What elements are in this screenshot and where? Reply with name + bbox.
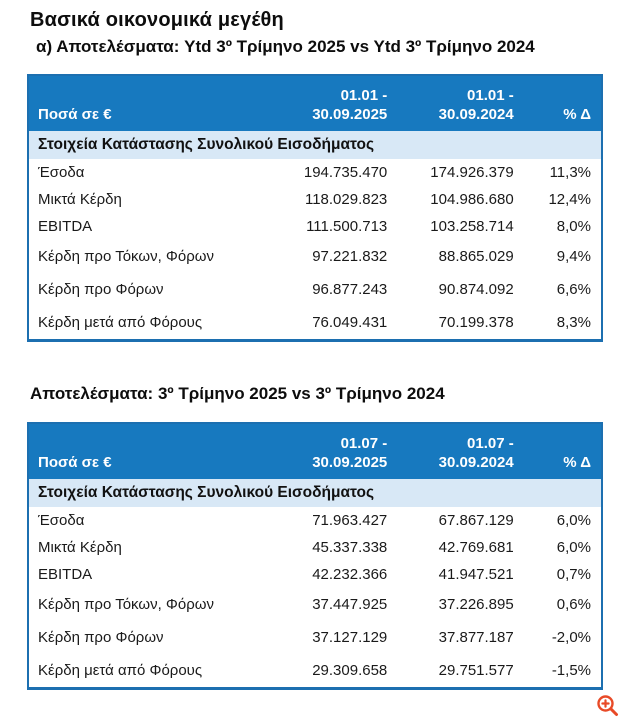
value-delta: -1,5% [523,654,602,689]
row-label: EBITDA [28,213,266,240]
period-2025-line1: 01.01 - [340,87,388,104]
value-2024: 37.877.187 [397,621,524,654]
value-2024: 88.865.029 [397,240,524,273]
page-title: Βασικά οικονομικά μεγέθη [30,9,284,31]
value-delta: -2,0% [523,621,602,654]
value-delta: 8,0% [523,213,602,240]
table-row: Μικτά Κέρδη 45.337.338 42.769.681 6,0% [28,534,602,561]
row-label: Έσοδα [28,507,266,534]
value-2025: 96.877.243 [265,273,398,306]
value-delta: 9,4% [523,240,602,273]
quarter-results-table: Ποσά σε € 01.07 - 30.09.2025 01.07 - 30.… [27,422,603,690]
value-2024: 103.258.714 [397,213,524,240]
table-row: Κέρδη μετά από Φόρους 76.049.431 70.199.… [28,306,602,341]
value-2025: 111.500.713 [265,213,398,240]
value-2025: 76.049.431 [265,306,398,341]
section-row: Στοιχεία Κατάστασης Συνολικού Εισοδήματο… [28,479,602,507]
value-delta: 6,6% [523,273,602,306]
section-row-label: Στοιχεία Κατάστασης Συνολικού Εισοδήματο… [28,479,602,507]
row-label: Μικτά Κέρδη [28,534,266,561]
period-2025-line2: 30.09.2025 [312,454,388,471]
value-2024: 41.947.521 [397,561,524,588]
row-label: Κέρδη προ Τόκων, Φόρων [28,240,266,273]
value-2024: 90.874.092 [397,273,524,306]
section-a-title: α) Αποτελέσματα: Ytd 3º Τρίμηνο 2025 vs … [36,37,535,56]
column-header-delta: % Δ [523,423,602,479]
value-2025: 71.963.427 [265,507,398,534]
value-delta: 6,0% [523,534,602,561]
period-2025-line2: 30.09.2025 [312,106,388,123]
row-label: Κέρδη προ Φόρων [28,273,266,306]
period-2024-line2: 30.09.2024 [438,454,514,471]
table-row: Κέρδη προ Τόκων, Φόρων 37.447.925 37.226… [28,588,602,621]
value-2025: 118.029.823 [265,186,398,213]
section-row: Στοιχεία Κατάστασης Συνολικού Εισοδήματο… [28,131,602,159]
period-2024-line1: 01.01 - [467,87,514,104]
value-2025: 97.221.832 [265,240,398,273]
section-b-title: Αποτελέσματα: 3º Τρίμηνο 2025 vs 3º Τρίμ… [30,384,445,403]
row-label: Κέρδη προ Φόρων [28,621,266,654]
ytd-results-table: Ποσά σε € 01.01 - 30.09.2025 01.01 - 30.… [27,74,603,342]
value-delta: 0,6% [523,588,602,621]
row-label: EBITDA [28,561,266,588]
value-delta: 11,3% [523,159,602,186]
row-label: Έσοδα [28,159,266,186]
section-row-label: Στοιχεία Κατάστασης Συνολικού Εισοδήματο… [28,131,602,159]
table-header-row: Ποσά σε € 01.01 - 30.09.2025 01.01 - 30.… [28,75,602,131]
column-header-period-2024: 01.01 - 30.09.2024 [397,75,524,131]
table-row: Κέρδη προ Τόκων, Φόρων 97.221.832 88.865… [28,240,602,273]
value-2024: 37.226.895 [397,588,524,621]
table-row: Κέρδη προ Φόρων 96.877.243 90.874.092 6,… [28,273,602,306]
value-2025: 42.232.366 [265,561,398,588]
zoom-in-magnifier-icon [596,695,620,719]
value-2025: 45.337.338 [265,534,398,561]
row-label: Κέρδη προ Τόκων, Φόρων [28,588,266,621]
column-header-period-2025: 01.01 - 30.09.2025 [265,75,398,131]
value-2024: 104.986.680 [397,186,524,213]
period-2025-line1: 01.07 - [340,435,388,452]
period-2024-line2: 30.09.2024 [438,106,514,123]
value-2024: 29.751.577 [397,654,524,689]
row-label: Μικτά Κέρδη [28,186,266,213]
value-delta: 6,0% [523,507,602,534]
table-row: Κέρδη μετά από Φόρους 29.309.658 29.751.… [28,654,602,689]
value-2024: 42.769.681 [397,534,524,561]
column-header-delta: % Δ [523,75,602,131]
value-2024: 70.199.378 [397,306,524,341]
value-2024: 67.867.129 [397,507,524,534]
table-row: EBITDA 42.232.366 41.947.521 0,7% [28,561,602,588]
table-row: Μικτά Κέρδη 118.029.823 104.986.680 12,4… [28,186,602,213]
row-label: Κέρδη μετά από Φόρους [28,306,266,341]
value-delta: 0,7% [523,561,602,588]
value-delta: 8,3% [523,306,602,341]
period-2024-line1: 01.07 - [467,435,514,452]
table-row: Έσοδα 71.963.427 67.867.129 6,0% [28,507,602,534]
table-row: Κέρδη προ Φόρων 37.127.129 37.877.187 -2… [28,621,602,654]
value-delta: 12,4% [523,186,602,213]
table-header-row: Ποσά σε € 01.07 - 30.09.2025 01.07 - 30.… [28,423,602,479]
value-2025: 29.309.658 [265,654,398,689]
value-2025: 37.447.925 [265,588,398,621]
value-2025: 37.127.129 [265,621,398,654]
column-header-amounts: Ποσά σε € [28,75,266,131]
table-row: EBITDA 111.500.713 103.258.714 8,0% [28,213,602,240]
column-header-period-2024: 01.07 - 30.09.2024 [397,423,524,479]
row-label: Κέρδη μετά από Φόρους [28,654,266,689]
column-header-amounts: Ποσά σε € [28,423,266,479]
value-2024: 174.926.379 [397,159,524,186]
table-row: Έσοδα 194.735.470 174.926.379 11,3% [28,159,602,186]
value-2025: 194.735.470 [265,159,398,186]
column-header-period-2025: 01.07 - 30.09.2025 [265,423,398,479]
zoom-in-button[interactable] [596,694,620,718]
